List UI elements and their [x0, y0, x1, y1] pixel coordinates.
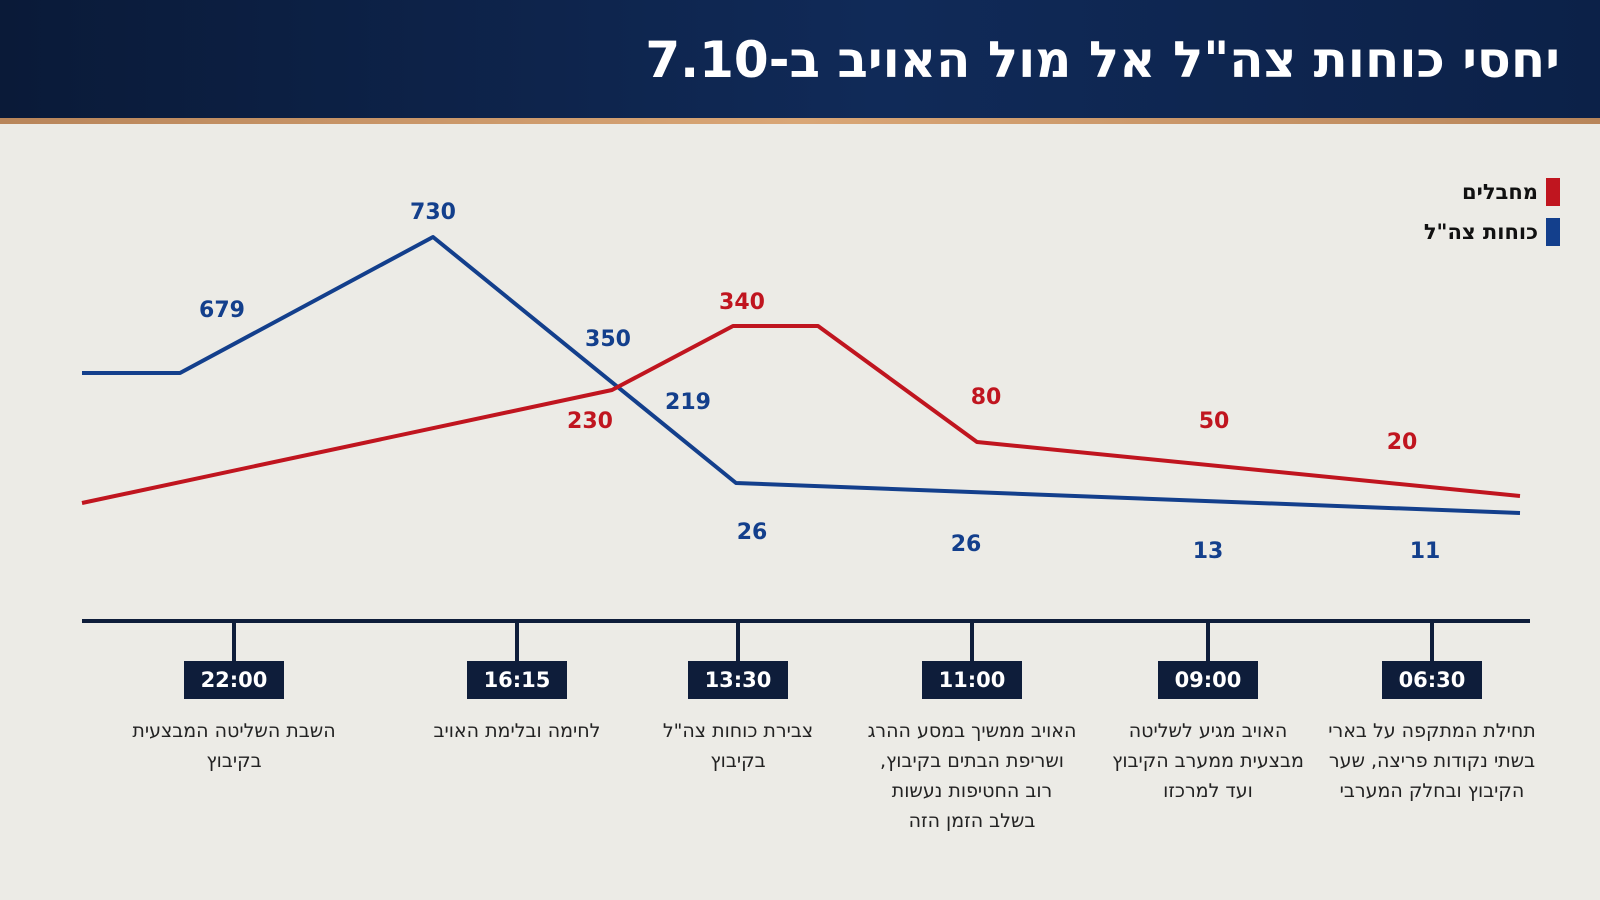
legend-item-idf: כוחות צה"ל — [1424, 212, 1560, 252]
header-accent-stripe — [0, 118, 1600, 124]
chart-legend: מחבלים כוחות צה"ל — [1424, 172, 1560, 252]
event-description: האויב ממשיך במסע ההרג ושריפת הבתים בקיבו… — [867, 720, 1077, 832]
legend-label-terrorists: מחבלים — [1462, 180, 1538, 204]
idf-value-label: 219 — [665, 390, 711, 415]
time-label: 06:30 — [1382, 661, 1482, 699]
legend-label-idf: כוחות צה"ל — [1423, 220, 1538, 244]
idf-series-line — [82, 235, 1521, 515]
page-title: יחסי כוחות צה"ל אל מול האויב ב-7.10 — [645, 31, 1560, 89]
time-label: 16:15 — [467, 661, 567, 699]
idf-value-label: 13 — [1193, 539, 1224, 564]
terrorists-value-label: 80 — [971, 385, 1002, 410]
terrorists-value-label: 50 — [1199, 409, 1230, 434]
legend-swatch-idf — [1546, 218, 1560, 246]
event-description: לחימה ובלימת האויב — [433, 720, 601, 742]
legend-item-terrorists: מחבלים — [1424, 172, 1560, 212]
event-description: האויב מגיע לשליטה מבצעית ממערב הקיבוץ וע… — [1112, 720, 1304, 802]
terrorists-value-label: 20 — [1387, 430, 1418, 455]
time-label: 09:00 — [1158, 661, 1258, 699]
time-label: 22:00 — [184, 661, 284, 699]
terrorists-series-line — [81, 324, 1521, 505]
event-description: צבירת כוחות צה"ל בקיבוץ — [662, 720, 814, 772]
idf-value-label: 26 — [737, 520, 768, 545]
legend-swatch-terrorists — [1546, 178, 1560, 206]
idf-value-label: 730 — [410, 200, 456, 225]
event-description: תחילת המתקפה על בארי בשתי נקודות פריצה, … — [1328, 720, 1536, 802]
idf-value-label: 11 — [1410, 539, 1441, 564]
idf-value-label: 26 — [951, 532, 982, 557]
time-label: 13:30 — [688, 661, 788, 699]
idf-value-label: 679 — [199, 298, 245, 323]
time-label: 11:00 — [922, 661, 1022, 699]
event-description: השבת השליטה המבצעית בקיבוץ — [132, 720, 336, 772]
terrorists-value-label: 340 — [719, 290, 765, 315]
idf-value-label: 350 — [585, 327, 631, 352]
terrorists-value-label: 230 — [567, 409, 613, 434]
header-bar — [0, 0, 1600, 118]
